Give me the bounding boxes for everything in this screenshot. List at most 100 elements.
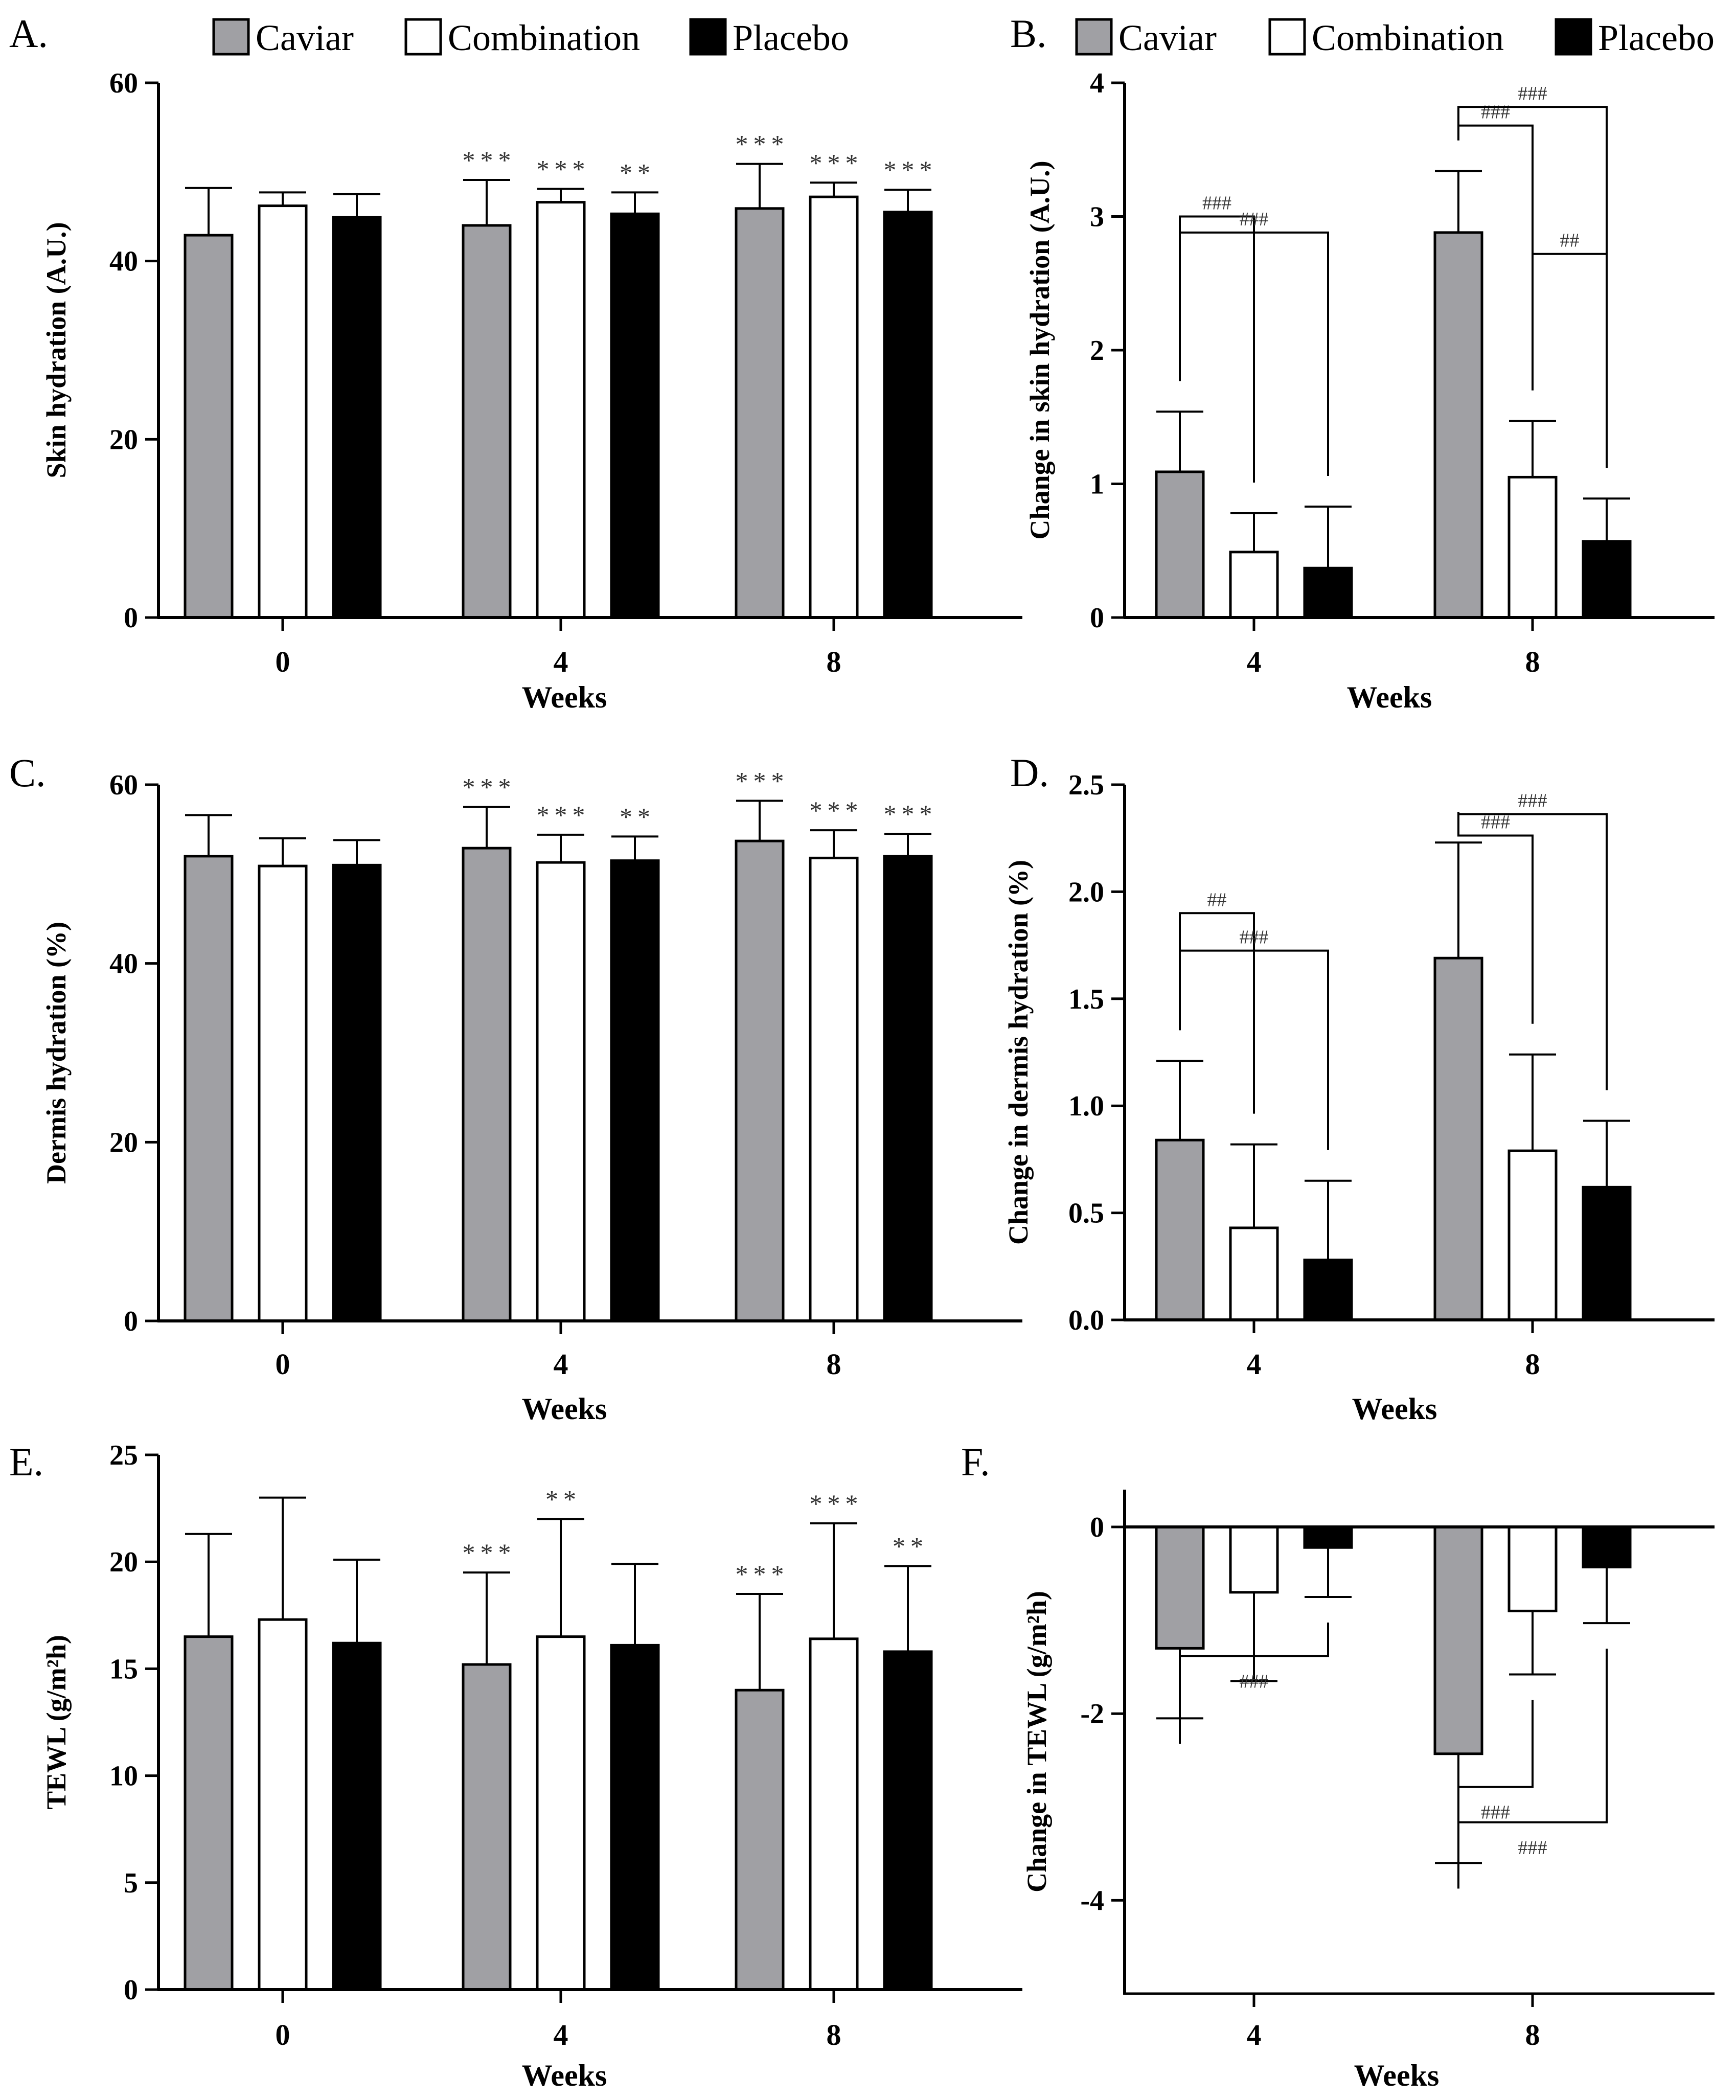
bar-placebo-8 — [883, 855, 933, 1322]
bar-caviar-8 — [735, 207, 785, 619]
bar-combination-8 — [809, 195, 859, 619]
legend-label-combination: Combination — [448, 17, 640, 58]
y-tick-label: 20 — [109, 424, 138, 455]
y-tick-label: 5 — [124, 1867, 138, 1899]
y-tick-label: 2.0 — [1068, 876, 1104, 908]
y-tick-label: 1.0 — [1068, 1090, 1104, 1122]
legend-swatch-combination — [1268, 18, 1306, 56]
bar-combination-4 — [536, 861, 586, 1322]
bar-combination-4 — [536, 1635, 586, 1991]
bar-placebo-4 — [610, 212, 660, 619]
y-tick-label: 1.5 — [1068, 984, 1104, 1015]
y-axis-label: TEWL (g/m²h) — [41, 1635, 72, 1810]
bar-caviar-4 — [1155, 470, 1205, 619]
legend-label-placebo: Placebo — [733, 17, 849, 58]
bar-caviar-0 — [184, 1635, 234, 1991]
bar-placebo-8 — [1582, 1185, 1632, 1321]
legend-swatch-caviar — [1075, 18, 1113, 56]
x-axis-label: Weeks — [1352, 1392, 1437, 1426]
y-tick-label: 1 — [1090, 469, 1104, 500]
legend-A: Caviar Combination Placebo — [212, 17, 849, 58]
panel-F: F. -4 -2 0 4 8 Weeks Change in TEWL (g/m²h) ### #… — [961, 1440, 1715, 2092]
y-axis-label: Skin hydration (A.U.) — [41, 222, 72, 478]
bar-placebo-0 — [332, 216, 382, 619]
y-tick-label: 40 — [109, 246, 138, 278]
significance-marker: ** — [620, 158, 655, 187]
bracket-label: ### — [1202, 193, 1231, 214]
y-tick-label: 15 — [109, 1653, 138, 1685]
x-tick-label: 0 — [276, 1348, 290, 1381]
x-tick-label: 0 — [276, 2018, 290, 2051]
x-axis-label: Weeks — [1354, 2059, 1440, 2092]
y-tick-label: 0 — [124, 602, 138, 634]
bar-caviar-8 — [1433, 956, 1483, 1321]
significance-marker: ** — [620, 802, 655, 831]
bar-combination-8 — [1507, 1525, 1558, 1612]
bar-placebo-4 — [1303, 1525, 1353, 1549]
panel-label: E. — [9, 1440, 43, 1484]
x-tick-label: 8 — [827, 2018, 841, 2051]
panel-label: D. — [1010, 750, 1049, 795]
bar-placebo-0 — [332, 863, 382, 1322]
significance-marker: *** — [810, 796, 863, 825]
legend-label-combination: Combination — [1312, 17, 1504, 58]
x-tick-label: 8 — [1525, 645, 1540, 678]
bar-placebo-4 — [1303, 566, 1353, 619]
y-tick-label: 40 — [109, 948, 138, 980]
panel-A: A. 0 20 40 60 0 4 8 Weeks Skin hydration (A.U.) **… — [9, 11, 1022, 714]
panel-label: B. — [1010, 11, 1047, 56]
y-axis-label: Change in TEWL (g/m²h) — [1021, 1591, 1052, 1892]
y-axis-label: Dermis hydration (%) — [41, 922, 72, 1184]
bar-placebo-8 — [1582, 1525, 1632, 1569]
significance-marker: *** — [736, 1560, 789, 1588]
significance-marker: *** — [884, 155, 938, 184]
legend-swatch-combination — [404, 18, 442, 56]
y-tick-label: 60 — [109, 769, 138, 801]
bar-combination-8 — [809, 856, 859, 1322]
bar-combination-8 — [1507, 475, 1558, 619]
y-tick-label: -2 — [1080, 1698, 1104, 1730]
y-tick-label: 2 — [1090, 335, 1104, 367]
bracket-label: ### — [1481, 1802, 1510, 1823]
bar-caviar-4 — [1155, 1525, 1205, 1650]
y-tick-label: 20 — [109, 1546, 138, 1578]
y-tick-label: 0.5 — [1068, 1198, 1104, 1229]
bar-combination-8 — [809, 1637, 859, 1991]
x-axis-label: Weeks — [1347, 680, 1432, 714]
bar-caviar-8 — [1433, 1525, 1483, 1755]
panel-label: F. — [961, 1440, 990, 1484]
bar-placebo-4 — [610, 1644, 660, 1991]
bar-placebo-8 — [1582, 540, 1632, 619]
y-axis-label: Change in skin hydration (A.U.) — [1024, 161, 1055, 539]
y-tick-label: 2.5 — [1068, 769, 1104, 801]
significance-marker: ** — [545, 1485, 581, 1514]
y-tick-label: 0 — [124, 1306, 138, 1337]
panel-label: C. — [9, 750, 46, 795]
significance-marker: *** — [463, 1538, 516, 1567]
significance-marker: *** — [810, 1489, 863, 1518]
bar-combination-4 — [1229, 1226, 1279, 1321]
bracket-label: ## — [1207, 889, 1227, 910]
bar-placebo-4 — [610, 859, 660, 1322]
bar-combination-0 — [258, 204, 308, 619]
panel-label: A. — [9, 11, 48, 56]
significance-marker: *** — [537, 801, 590, 829]
significance-marker: *** — [884, 800, 938, 828]
x-tick-label: 0 — [276, 645, 290, 678]
bar-placebo-8 — [883, 211, 933, 619]
bracket-label: ## — [1560, 230, 1580, 252]
legend-label-caviar: Caviar — [256, 17, 354, 58]
legend-swatch-placebo — [689, 18, 727, 56]
bar-caviar-0 — [184, 855, 234, 1322]
bar-combination-4 — [1229, 551, 1279, 619]
bar-caviar-4 — [462, 1663, 512, 1991]
panel-D: D. 0.0 0.5 1.0 1.5 2.0 2.5 4 8 Weeks Change in der… — [1003, 750, 1715, 1426]
bar-caviar-8 — [735, 1688, 785, 1991]
bracket-label: ### — [1518, 1837, 1547, 1859]
bracket-label: ### — [1240, 1671, 1269, 1692]
bar-caviar-4 — [462, 847, 512, 1322]
x-tick-label: 8 — [827, 1348, 841, 1381]
bar-combination-4 — [536, 201, 586, 619]
